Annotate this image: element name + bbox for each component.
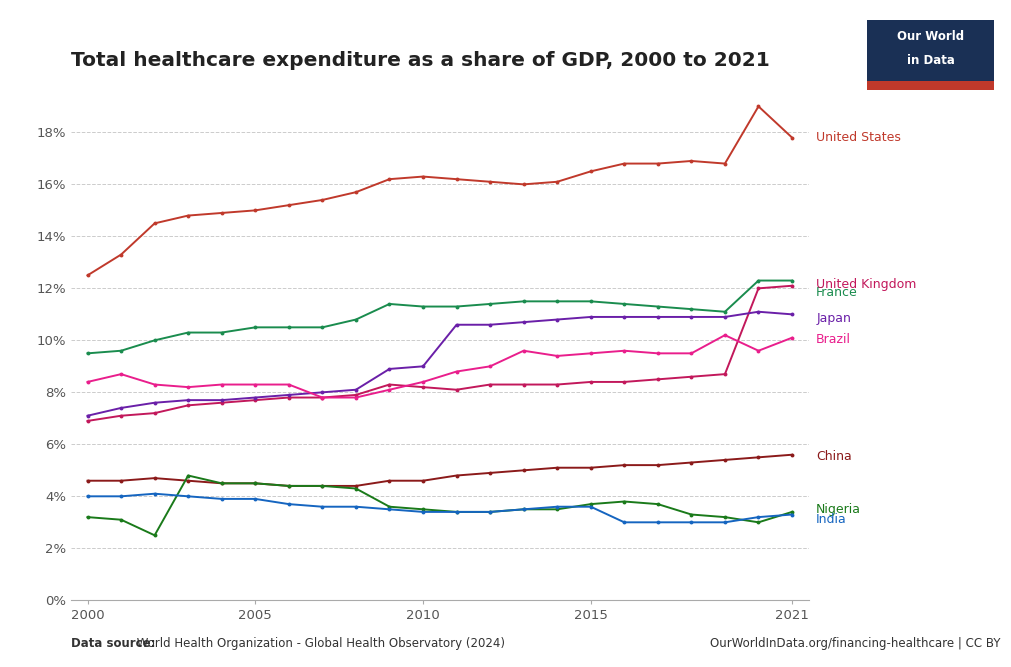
Text: Japan: Japan: [816, 311, 851, 325]
Text: OurWorldInData.org/financing-healthcare | CC BY: OurWorldInData.org/financing-healthcare …: [711, 638, 1001, 650]
Text: China: China: [816, 450, 852, 462]
Text: in Data: in Data: [907, 53, 954, 67]
Text: Our World: Our World: [897, 29, 964, 43]
Text: Total healthcare expenditure as a share of GDP, 2000 to 2021: Total healthcare expenditure as a share …: [71, 51, 769, 70]
Text: World Health Organization - Global Health Observatory (2024): World Health Organization - Global Healt…: [133, 638, 506, 650]
Text: United Kingdom: United Kingdom: [816, 278, 917, 291]
Text: France: France: [816, 285, 858, 299]
Text: Data source:: Data source:: [71, 638, 156, 650]
Text: Nigeria: Nigeria: [816, 503, 861, 516]
Text: India: India: [816, 513, 847, 526]
Text: Brazil: Brazil: [816, 333, 851, 346]
Text: United States: United States: [816, 131, 901, 144]
